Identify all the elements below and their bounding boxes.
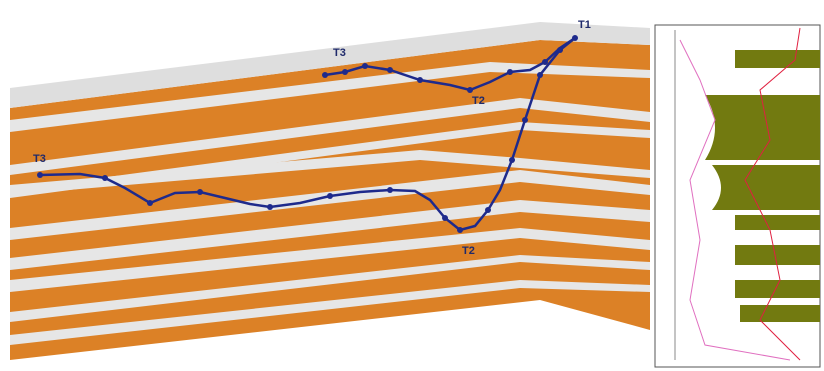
label: T3 bbox=[33, 153, 46, 165]
label: T2 bbox=[462, 245, 475, 257]
label: T2 bbox=[472, 95, 485, 107]
cross-section: T1 T3 T2 T3 T2 bbox=[0, 0, 824, 371]
log-panel bbox=[655, 25, 820, 367]
label: T1 bbox=[578, 19, 591, 31]
label: T3 bbox=[333, 47, 346, 59]
